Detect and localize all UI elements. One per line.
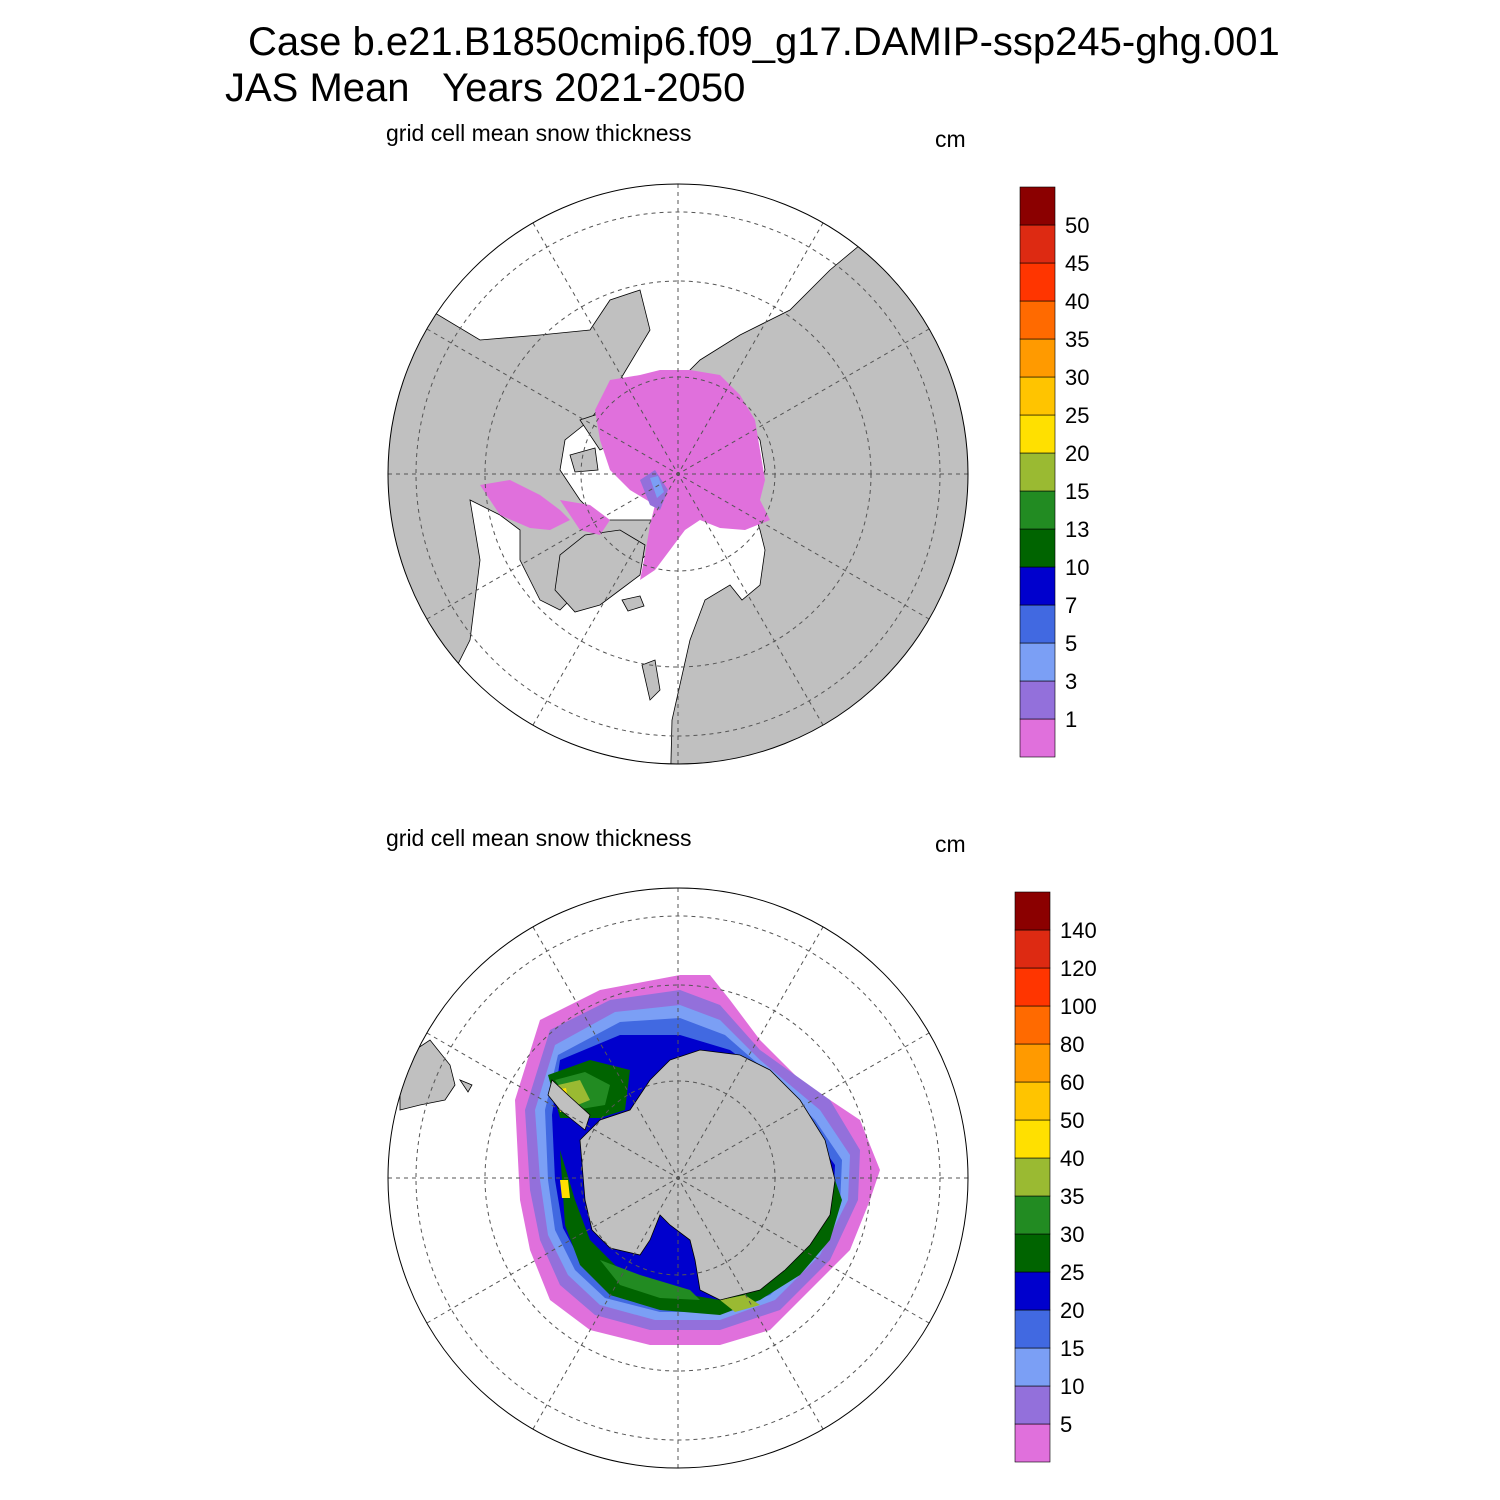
- colorbars: 1357101315202530354045505101520253035405…: [1014, 186, 1097, 1463]
- north-greenland-land: [554, 529, 646, 613]
- north-polar-map: [387, 183, 969, 765]
- north-colorbar-swatch: [1019, 680, 1056, 720]
- north-graticule: [388, 184, 968, 764]
- south-colorbar-swatch: [1014, 1195, 1051, 1235]
- figure-title: Case b.e21.B1850cmip6.f09_g17.DAMIP-ssp2…: [248, 20, 1280, 64]
- south-colorbar-swatch: [1014, 891, 1051, 931]
- south-colorbar-label: 100: [1060, 994, 1097, 1019]
- south-colorbar-swatch: [1014, 1043, 1051, 1083]
- north-panel-subtitle: grid cell mean snow thickness: [386, 120, 692, 146]
- south-colorbar-label: 30: [1060, 1222, 1084, 1247]
- south-snow-zone-35-40cm: [720, 1295, 760, 1312]
- north-colorbar-swatch: [1019, 718, 1056, 758]
- north-archipelago-island: [569, 447, 599, 473]
- north-colorbar-label: 30: [1065, 365, 1089, 390]
- north-colorbar-swatch: [1019, 604, 1056, 644]
- south-graticule: [388, 888, 968, 1468]
- south-colorbar-label: 25: [1060, 1260, 1084, 1285]
- figure-subtitle: JAS Mean Years 2021-2050: [225, 66, 746, 110]
- north-colorbar-swatch: [1019, 262, 1056, 302]
- north-snow-zone-1-3cm-fringe: [640, 470, 668, 510]
- south-colorbar-label: 10: [1060, 1374, 1084, 1399]
- south-colorbar-swatch: [1014, 1385, 1051, 1425]
- north-colorbar-label: 35: [1065, 327, 1089, 352]
- south-map-boundary: [387, 887, 969, 1469]
- north-colorbar-label: 40: [1065, 289, 1089, 314]
- south-colorbar-swatch: [1014, 1271, 1051, 1311]
- south-colorbar-label: 20: [1060, 1298, 1084, 1323]
- south-polar-map: [387, 887, 969, 1469]
- north-colorbar-swatch: [1019, 224, 1056, 264]
- north-snow-field: [480, 370, 770, 580]
- north-snow-zone-hudson: [480, 480, 570, 530]
- north-colorbar-label: 20: [1065, 441, 1089, 466]
- north-colorbar-swatch: [1019, 300, 1056, 340]
- north-colorbar-swatch: [1019, 490, 1056, 530]
- south-snow-zone-35-40cm: [558, 1080, 590, 1108]
- south-panel-unit: cm: [935, 831, 966, 857]
- north-colorbar-swatch: [1019, 376, 1056, 416]
- north-colorbar-swatch: [1019, 642, 1056, 682]
- south-colorbar-swatch: [1014, 1347, 1051, 1387]
- south-colorbar-label: 120: [1060, 956, 1097, 981]
- north-colorbar-label: 45: [1065, 251, 1089, 276]
- north-snow-zone-baffin: [560, 500, 610, 535]
- south-colorbar-swatch: [1014, 1081, 1051, 1121]
- south-colorbar-swatch: [1014, 1423, 1051, 1463]
- south-colorbar-swatch: [1014, 1119, 1051, 1159]
- south-colorbar-label: 5: [1060, 1412, 1072, 1437]
- north-colorbar-label: 15: [1065, 479, 1089, 504]
- north-snow-zone-3-5cm-fringe: [650, 476, 664, 498]
- north-colorbar-label: 13: [1065, 517, 1089, 542]
- south-colorbar-label: 80: [1060, 1032, 1084, 1057]
- north-colorbar-label: 10: [1065, 555, 1089, 580]
- south-meridian: [532, 926, 824, 1430]
- north-colorbar-swatch: [1019, 566, 1056, 606]
- north-colorbar-label: 3: [1065, 669, 1077, 694]
- north-colorbar-label: 5: [1065, 631, 1077, 656]
- south-colorbar-label: 50: [1060, 1108, 1084, 1133]
- north-colorbar-label: 25: [1065, 403, 1089, 428]
- south-colorbar-label: 35: [1060, 1184, 1084, 1209]
- south-colorbar-label: 15: [1060, 1336, 1084, 1361]
- north-meridian: [532, 222, 824, 726]
- south-colorbar-label: 60: [1060, 1070, 1084, 1095]
- north-colorbar-swatch: [1019, 186, 1056, 226]
- south-colorbar-swatch: [1014, 929, 1051, 969]
- north-snow-zone-0-1cm: [595, 370, 770, 580]
- south-colorbar-swatch: [1014, 1157, 1051, 1197]
- south-antarctica-land: [579, 1049, 836, 1301]
- south-snow-zone-30-35cm: [600, 1260, 700, 1300]
- south-snow-zone-40-50cm: [560, 1180, 570, 1198]
- north-map-boundary: [387, 183, 969, 765]
- north-colorbar-label: 1: [1065, 707, 1077, 732]
- south-colorbar-swatch: [1014, 1309, 1051, 1349]
- north-colorbar-label: 50: [1065, 213, 1089, 238]
- south-colorbar-swatch: [1014, 1005, 1051, 1045]
- south-colorbar-label: 40: [1060, 1146, 1084, 1171]
- north-colorbar-swatch: [1019, 414, 1056, 454]
- north-colorbar-swatch: [1019, 338, 1056, 378]
- south-panel-subtitle: grid cell mean snow thickness: [386, 825, 692, 851]
- south-colorbar-swatch: [1014, 1233, 1051, 1273]
- south-colorbar-label: 140: [1060, 918, 1097, 943]
- north-colorbar-label: 7: [1065, 593, 1077, 618]
- south-colorbar-swatch: [1014, 967, 1051, 1007]
- north-colorbar-swatch: [1019, 528, 1056, 568]
- north-panel-unit: cm: [935, 126, 966, 152]
- north-iceland-land: [621, 595, 645, 612]
- north-uk-land: [641, 659, 661, 701]
- north-colorbar-swatch: [1019, 452, 1056, 492]
- south-america-island: [458, 1079, 473, 1093]
